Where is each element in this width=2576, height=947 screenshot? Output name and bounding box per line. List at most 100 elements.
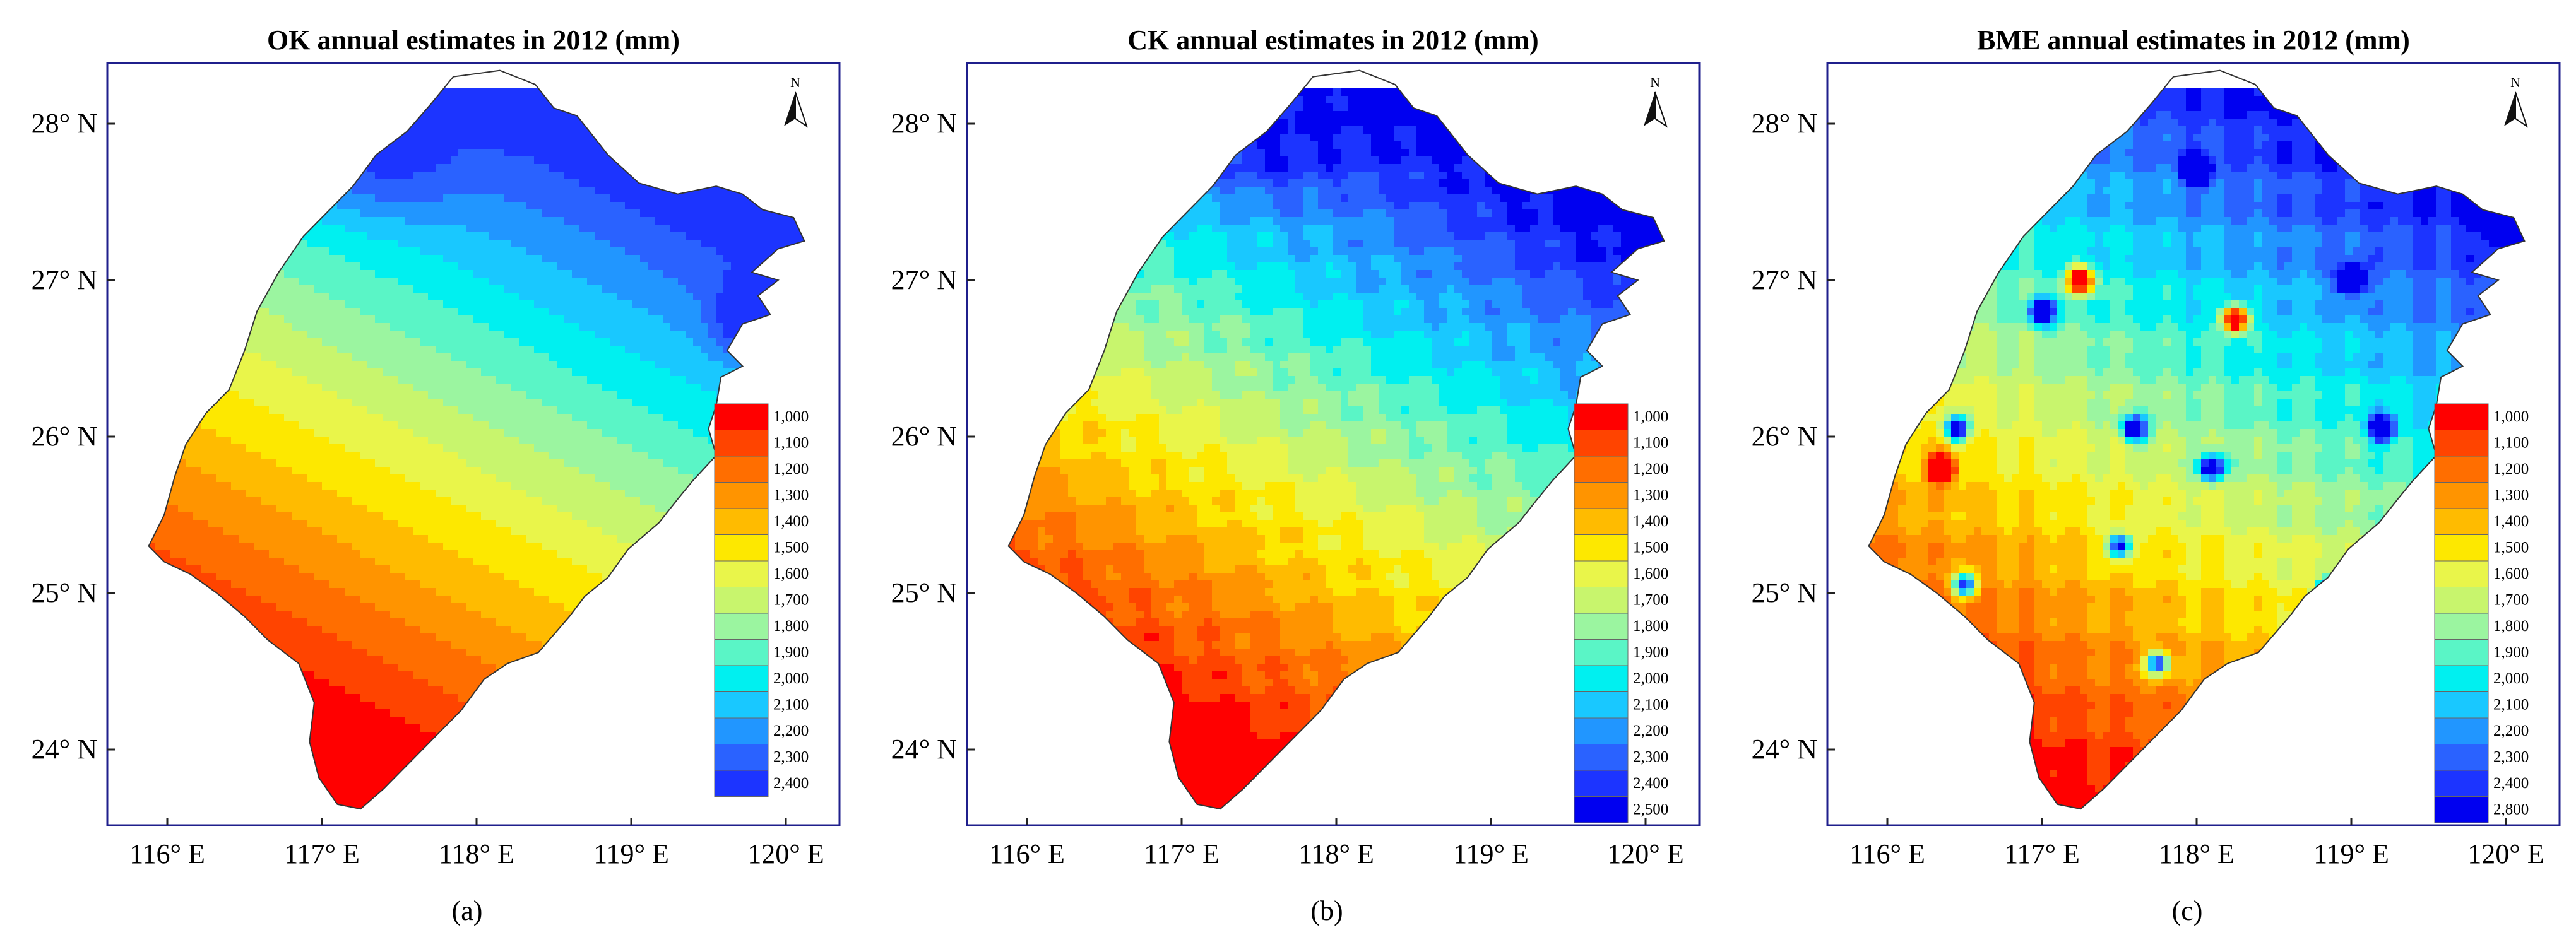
lon-tick-label: 117° E	[2004, 838, 2080, 869]
lon-tick-label: 118° E	[2159, 838, 2235, 869]
legend-label: 1,700	[1633, 592, 1668, 609]
legend-swatch	[2434, 639, 2489, 666]
panel-c-title: BME annual estimates in 2012 (mm)	[1977, 25, 2410, 56]
legend-swatch	[2434, 665, 2489, 692]
lon-tick-label: 120° E	[2467, 838, 2544, 869]
legend-swatch	[714, 665, 769, 692]
panel-a-legend: 1,000 1,100 1,200 1,300 1,400 1,500 1,600 1,700…	[714, 403, 809, 797]
north-arrow-icon: N	[784, 74, 808, 128]
north-label: N	[790, 74, 800, 90]
legend-label: 2,800	[2493, 801, 2529, 818]
legend-label: 2,200	[2493, 722, 2529, 739]
legend-label: 1,500	[1633, 539, 1668, 556]
lat-tick-label: 25° N	[891, 577, 957, 608]
legend-label: 1,600	[1633, 565, 1668, 582]
panel-a-title: OK annual estimates in 2012 (mm)	[267, 25, 680, 56]
legend-swatch	[2434, 430, 2489, 457]
legend-swatch	[2434, 508, 2489, 535]
legend-swatch	[714, 717, 769, 744]
legend-swatch	[2434, 482, 2489, 509]
legend-label: 2,500	[1633, 801, 1668, 818]
legend-swatch	[714, 770, 769, 797]
legend-label: 2,100	[2493, 697, 2529, 714]
legend-label: 2,400	[1633, 775, 1668, 792]
lat-tick-label: 26° N	[1752, 421, 1817, 452]
legend-label: 1,200	[1633, 461, 1668, 478]
legend-swatch	[714, 691, 769, 719]
lat-tick-label: 24° N	[1752, 734, 1817, 765]
lon-tick-label: 118° E	[1298, 838, 1374, 869]
legend-swatch	[2434, 613, 2489, 640]
legend-label: 2,200	[1633, 722, 1668, 739]
lon-tick-label: 119° E	[593, 838, 669, 869]
legend-swatch	[2434, 587, 2489, 614]
legend-label: 2,200	[773, 722, 809, 739]
legend-swatch	[714, 744, 769, 771]
legend-swatch	[2434, 456, 2489, 483]
legend-swatch	[714, 560, 769, 587]
panel-b-map	[1008, 88, 1665, 808]
legend-swatch	[1574, 744, 1629, 771]
lat-tick-label: 28° N	[891, 108, 957, 139]
legend-label: 1,900	[773, 644, 809, 661]
legend-swatch	[2434, 534, 2489, 562]
legend-swatch	[714, 613, 769, 640]
lon-tick-label: 119° E	[2313, 838, 2389, 869]
legend-swatch	[1574, 560, 1629, 587]
lon-tick-label: 116° E	[989, 838, 1065, 869]
panel-b: CK annual estimates in 2012 (mm) 28° N 27°…	[891, 25, 1701, 926]
lat-tick-label: 27° N	[32, 264, 97, 295]
legend-label: 2,400	[773, 775, 809, 792]
panel-c-caption: (c)	[2172, 895, 2203, 926]
legend-swatch	[1574, 665, 1629, 692]
legend-label: 2,000	[2493, 670, 2529, 687]
legend-swatch	[1574, 508, 1629, 535]
legend-label: 1,200	[773, 461, 809, 478]
legend-swatch	[714, 587, 769, 614]
panel-b-title: CK annual estimates in 2012 (mm)	[1127, 25, 1538, 56]
legend-label: 1,300	[2493, 487, 2529, 504]
panel-a-coastline	[148, 69, 805, 810]
lat-tick-label: 26° N	[891, 421, 957, 452]
legend-label: 2,300	[773, 749, 809, 766]
legend-label: 1,000	[1633, 408, 1668, 425]
legend-label: 1,400	[1633, 513, 1668, 530]
lon-tick-label: 116° E	[129, 838, 205, 869]
legend-swatch	[1574, 691, 1629, 719]
legend-swatch	[2434, 403, 2489, 430]
lon-tick-label: 120° E	[747, 838, 824, 869]
legend-label: 2,400	[2493, 775, 2529, 792]
lat-tick-label: 28° N	[32, 108, 97, 139]
north-label: N	[1650, 74, 1660, 90]
panel-c-frame	[1826, 62, 2561, 826]
legend-label: 1,600	[2493, 565, 2529, 582]
lat-tick-label: 25° N	[32, 577, 97, 608]
legend-label: 2,300	[2493, 749, 2529, 766]
panel-c-map	[1868, 88, 2525, 808]
panel-c-coastline	[1868, 69, 2526, 810]
legend-label: 1,100	[2493, 435, 2529, 452]
legend-swatch	[2434, 717, 2489, 744]
panel-b-frame	[966, 62, 1701, 826]
north-arrow-icon: N	[1644, 74, 1668, 128]
lat-tick-label: 26° N	[32, 421, 97, 452]
legend-swatch	[1574, 534, 1629, 562]
legend-label: 1,800	[2493, 618, 2529, 635]
lat-tick-label: 24° N	[32, 734, 97, 765]
legend-label: 1,200	[2493, 461, 2529, 478]
legend-label: 1,900	[1633, 644, 1668, 661]
legend-swatch	[1574, 587, 1629, 614]
legend-label: 1,500	[2493, 539, 2529, 556]
legend-swatch	[714, 534, 769, 562]
lat-tick-label: 27° N	[891, 264, 957, 295]
legend-swatch	[714, 482, 769, 509]
panel-b-legend: 1,000 1,100 1,200 1,300 1,400 1,500 1,600 1,700…	[1574, 403, 1668, 823]
legend-swatch	[2434, 691, 2489, 719]
legend-label: 1,500	[773, 539, 809, 556]
lon-tick-label: 117° E	[284, 838, 360, 869]
panel-b-coastline	[1007, 69, 1665, 810]
legend-swatch	[1574, 430, 1629, 457]
legend-swatch	[1574, 613, 1629, 640]
legend-swatch	[2434, 744, 2489, 771]
panel-a-map	[148, 88, 805, 808]
